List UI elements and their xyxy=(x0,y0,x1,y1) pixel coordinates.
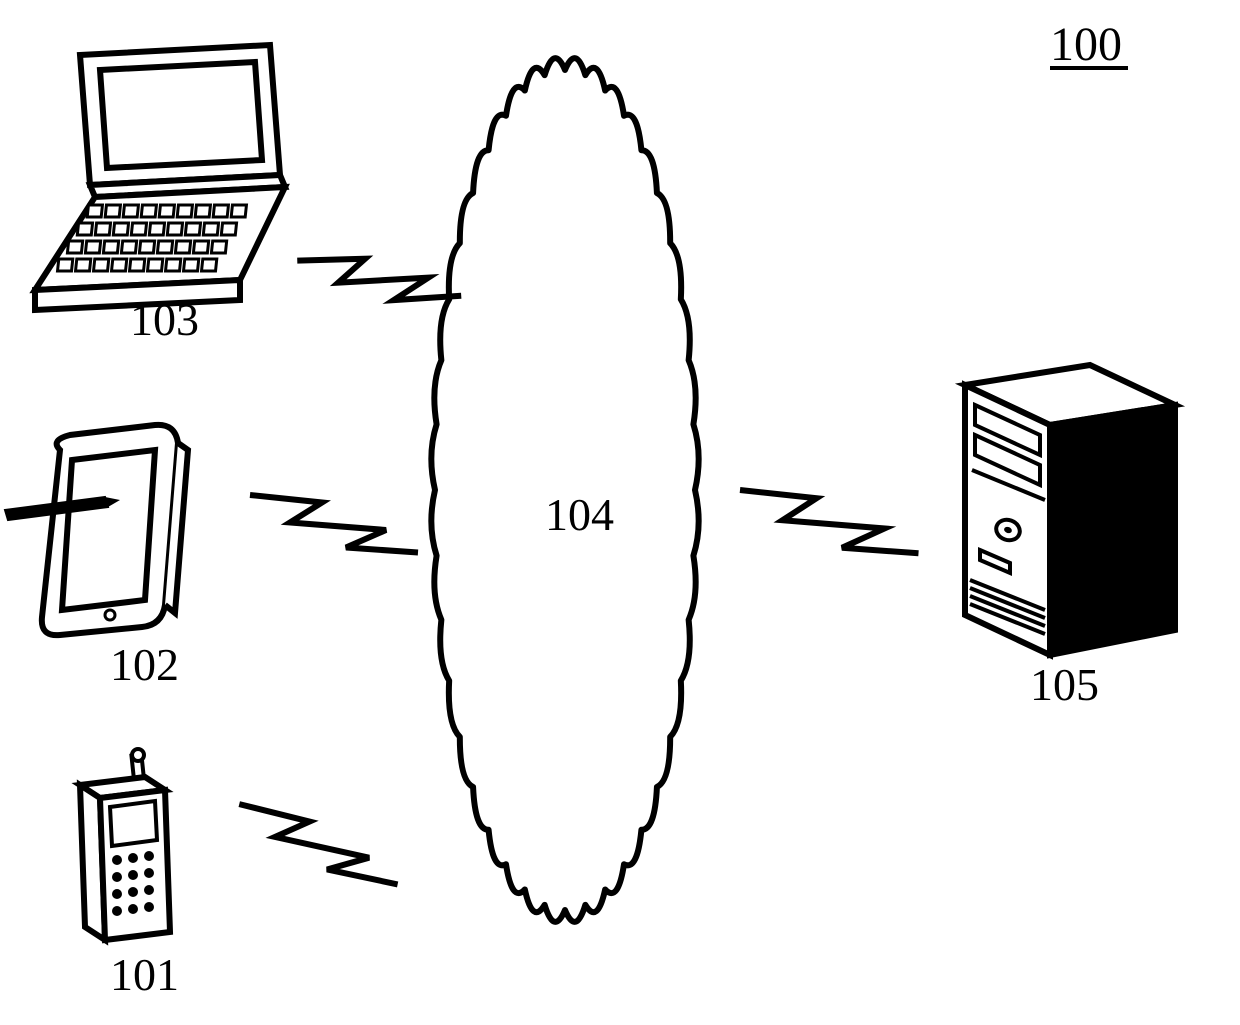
network-diagram: 100 101 102 103 104 105 xyxy=(0,0,1240,1025)
node-label: 103 xyxy=(130,294,199,345)
figure-ref-number: 100 xyxy=(1050,18,1128,71)
server-node xyxy=(965,365,1175,655)
svg-text:100: 100 xyxy=(1050,18,1122,71)
wireless-bolt-icon xyxy=(250,495,418,553)
node-label: 105 xyxy=(1030,659,1099,710)
node-label: 104 xyxy=(545,489,614,540)
wireless-bolt-icon xyxy=(740,490,919,553)
wireless-bolt-icon xyxy=(297,239,461,318)
node-label: 101 xyxy=(110,949,179,1000)
laptop-node xyxy=(35,45,285,310)
mobile-phone-node xyxy=(80,749,170,940)
node-label: 102 xyxy=(110,639,179,690)
tablet-node xyxy=(5,425,188,635)
wireless-bolt-icon xyxy=(231,804,405,884)
